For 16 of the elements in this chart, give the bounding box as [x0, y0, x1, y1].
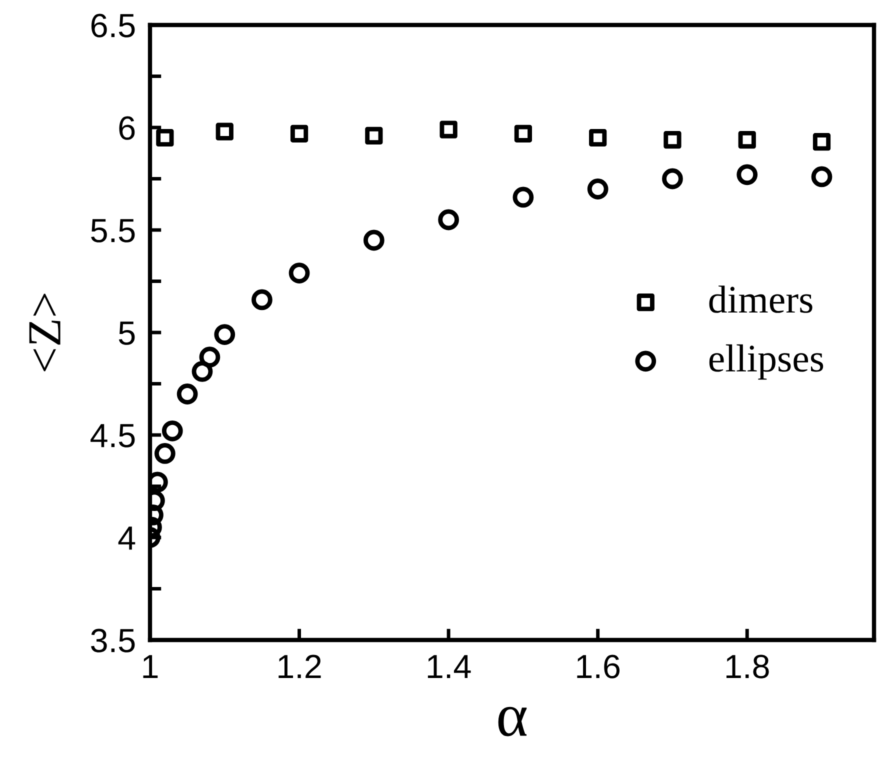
- y-tick-label: 5.5: [91, 219, 135, 242]
- x-tick-label: 1.4: [428, 655, 471, 678]
- y-tick-label: 5: [118, 322, 135, 345]
- x-axis-title: α: [498, 706, 527, 736]
- legend-label: ellipses: [709, 344, 824, 380]
- y-tick-label: 4.5: [90, 424, 135, 448]
- y-tick-label: 6.5: [91, 14, 135, 38]
- x-tick-label: 1.6: [577, 654, 620, 678]
- legend-label: dimers: [709, 286, 812, 313]
- x-tick-label: 1.2: [278, 654, 321, 678]
- y-tick-label: 6: [119, 116, 135, 140]
- y-tick-label: 3.5: [91, 628, 135, 652]
- y-axis-title: <Z>: [29, 294, 60, 372]
- y-tick-label: 4: [118, 526, 136, 550]
- x-tick-label: 1.8: [726, 654, 769, 678]
- x-tick-label: 1: [143, 655, 158, 678]
